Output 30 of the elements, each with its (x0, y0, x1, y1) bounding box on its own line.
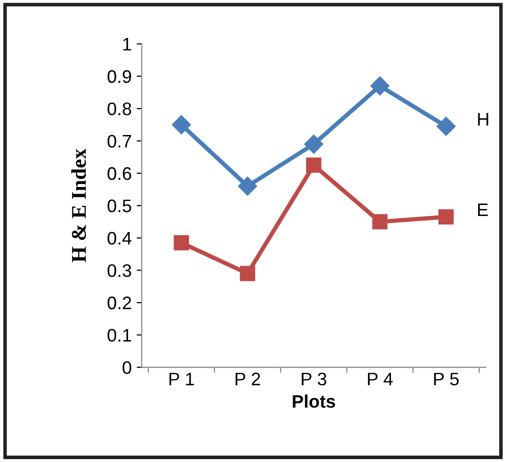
point (306, 158, 322, 173)
point (174, 235, 190, 250)
x-axis-title: Plots (292, 394, 336, 408)
point (436, 116, 456, 136)
y-tick-label: 1 (123, 38, 132, 50)
point (304, 134, 324, 154)
y-tick-label: 0.8 (108, 102, 132, 116)
y-tick-label: 0.3 (108, 264, 132, 277)
y-tick-label: 0.5 (108, 200, 132, 212)
y-tick-label: 0 (122, 361, 132, 374)
point (240, 266, 256, 282)
series-label: H (478, 113, 488, 126)
point (172, 115, 191, 134)
x-tick-label: P 1 (169, 372, 194, 386)
y-tick-label: 0.4 (108, 232, 132, 245)
y-tick-label: 0.6 (108, 167, 132, 180)
point (238, 176, 258, 196)
point (372, 214, 388, 230)
x-tick-label: P 2 (236, 372, 260, 386)
y-tick-label: 0.7 (108, 134, 132, 148)
x-tick-label: P 3 (302, 372, 326, 386)
series-label: E (478, 204, 488, 216)
point (370, 76, 390, 96)
y-axis-title: H & E Index (71, 148, 86, 262)
y-tick-label: 0.1 (108, 328, 132, 342)
y-tick-label: 0.2 (108, 296, 132, 310)
point (438, 209, 454, 225)
y-tick-label: 0.9 (108, 70, 132, 83)
x-tick-label: P 4 (368, 372, 393, 386)
x-tick-label: P 5 (434, 372, 459, 386)
